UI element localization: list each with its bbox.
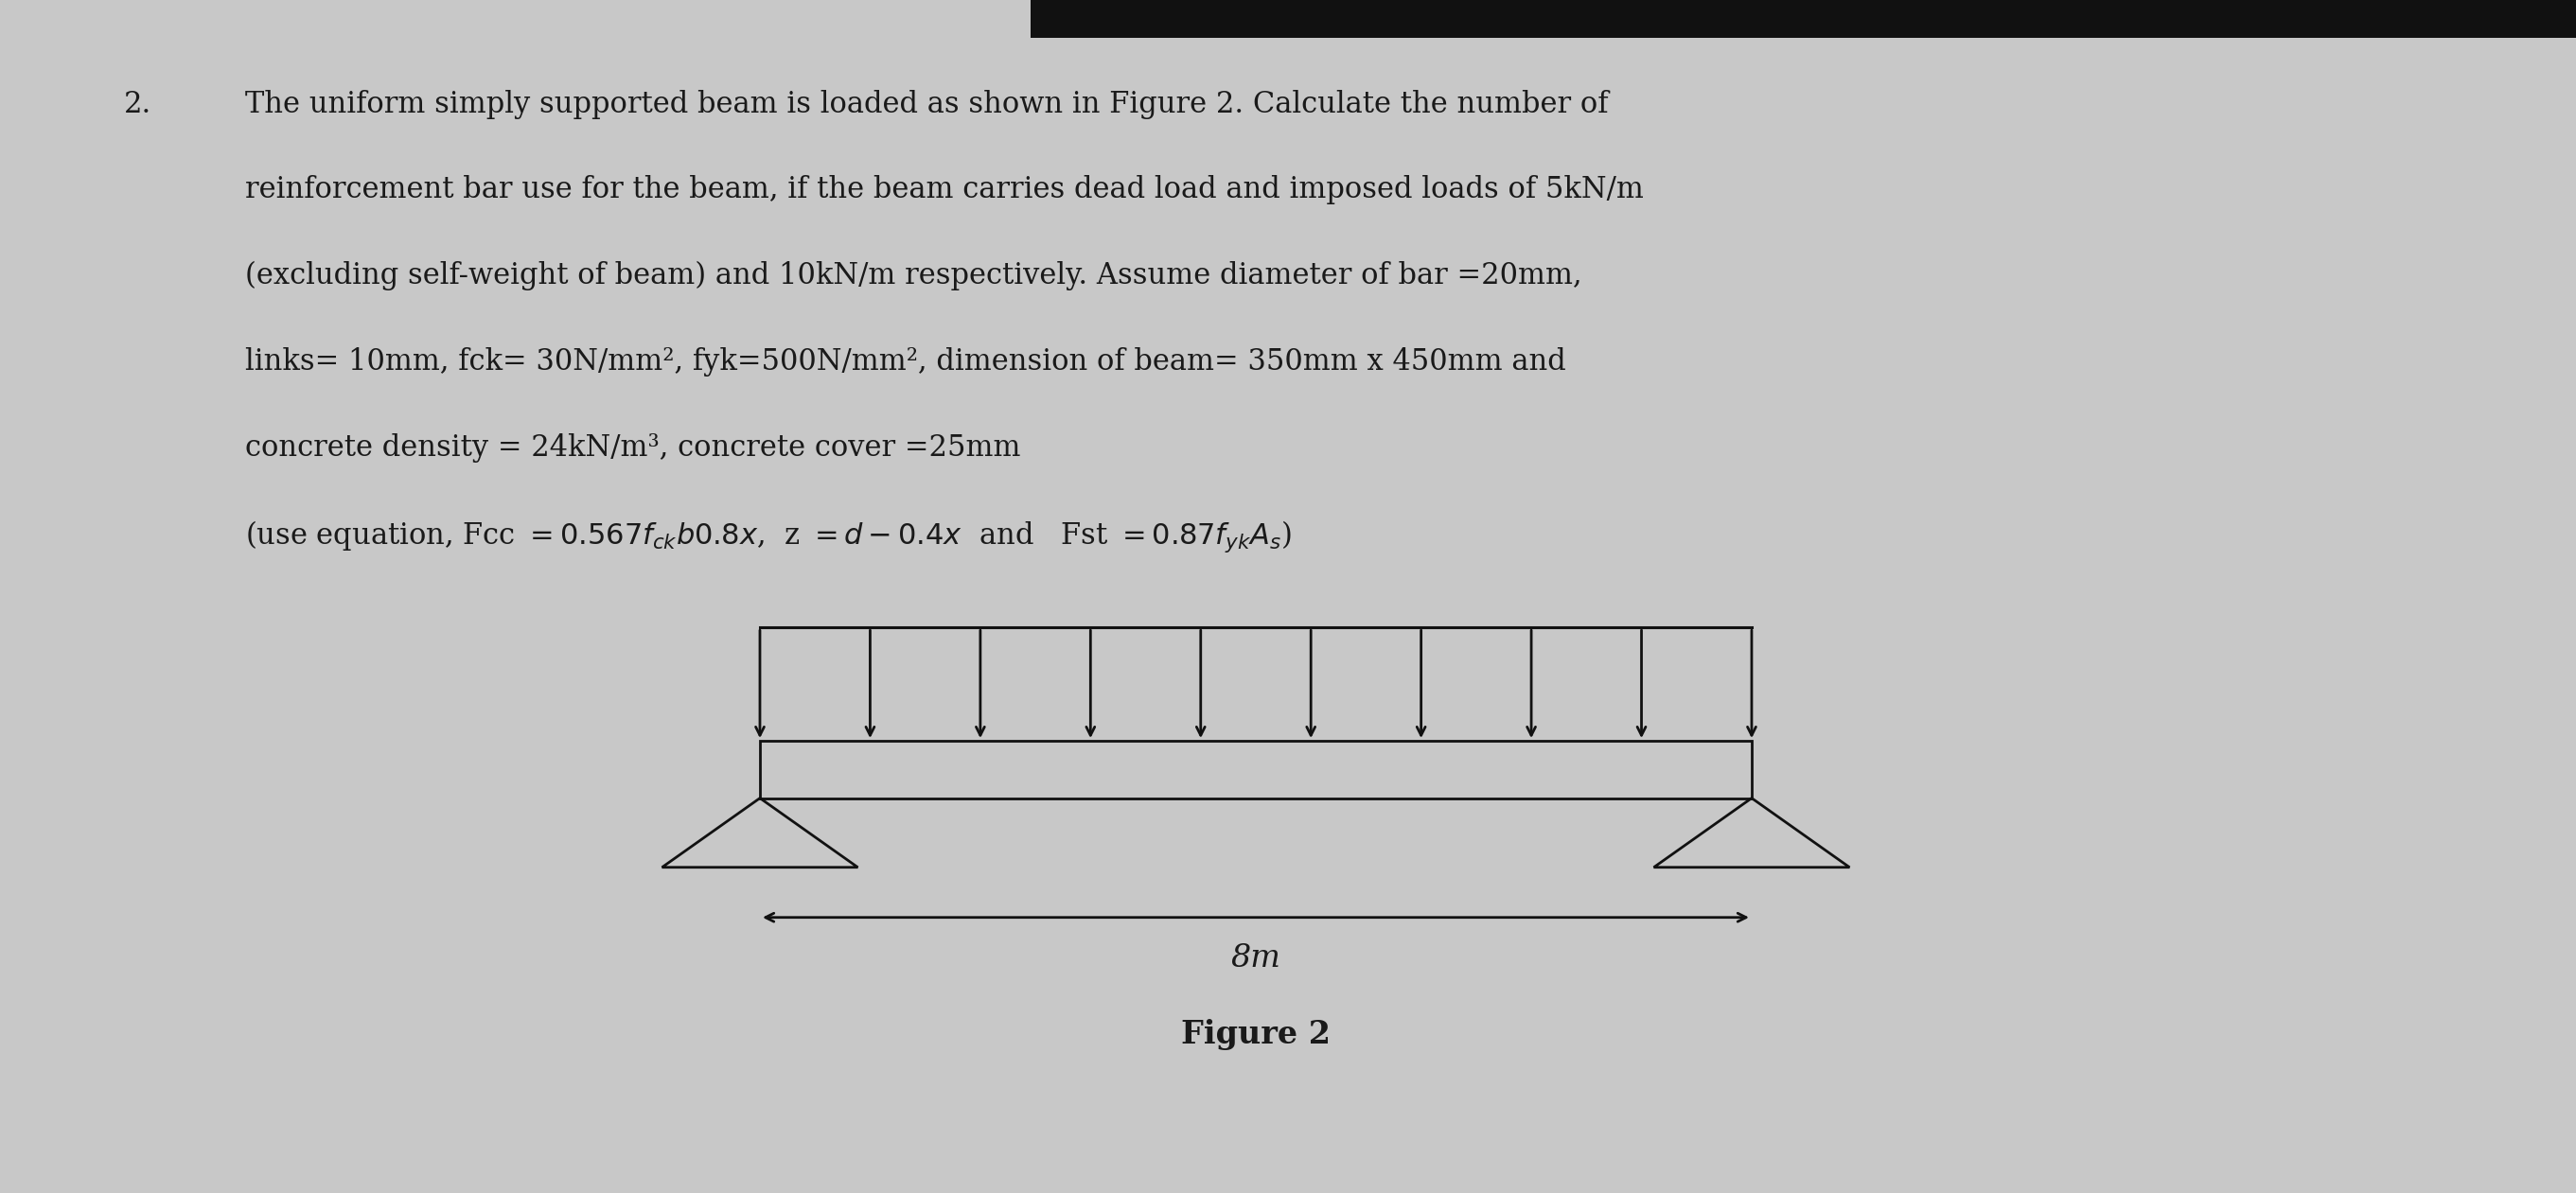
Text: Figure 2: Figure 2: [1180, 1019, 1332, 1050]
Bar: [760, 741, 1752, 798]
Text: concrete density = 24kN/m³, concrete cover =25mm: concrete density = 24kN/m³, concrete cov…: [245, 433, 1020, 463]
Text: links= 10mm, fck= 30N/mm², fyk=500N/mm², dimension of beam= 350mm x 450mm and: links= 10mm, fck= 30N/mm², fyk=500N/mm²,…: [245, 347, 1566, 377]
Text: (excluding self-weight of beam) and 10kN/m respectively. Assume diameter of bar : (excluding self-weight of beam) and 10kN…: [245, 261, 1582, 291]
Text: The uniform simply supported beam is loaded as shown in Figure 2. Calculate the : The uniform simply supported beam is loa…: [245, 89, 1607, 119]
Text: 8m: 8m: [1231, 944, 1280, 973]
Text: (use equation, Fcc $= 0.567f_{ck}b0.8x$,  z $= d-0.4x$  and   Fst $= 0.87f_{yk}A: (use equation, Fcc $= 0.567f_{ck}b0.8x$,…: [245, 519, 1291, 555]
Text: reinforcement bar use for the beam, if the beam carries dead load and imposed lo: reinforcement bar use for the beam, if t…: [245, 175, 1643, 205]
Text: 2.: 2.: [124, 89, 152, 119]
Bar: [1030, 0, 2576, 38]
